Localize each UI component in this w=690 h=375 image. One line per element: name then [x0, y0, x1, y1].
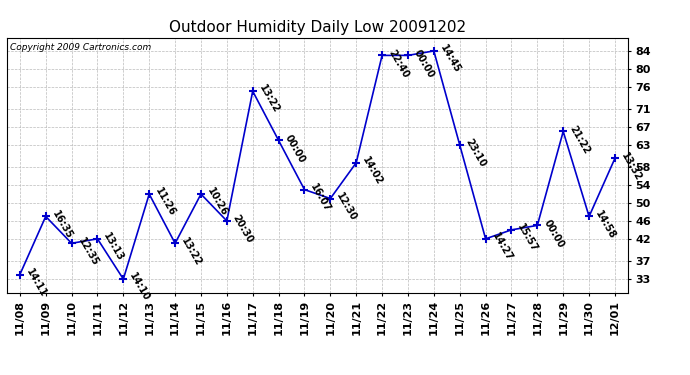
- Text: 13:22: 13:22: [257, 83, 281, 115]
- Text: 13:22: 13:22: [179, 236, 204, 267]
- Text: 14:58: 14:58: [593, 209, 618, 241]
- Text: 22:40: 22:40: [386, 48, 411, 80]
- Text: 12:35: 12:35: [76, 236, 100, 267]
- Text: Copyright 2009 Cartronics.com: Copyright 2009 Cartronics.com: [10, 43, 151, 52]
- Text: 14:45: 14:45: [438, 43, 462, 75]
- Text: 14:10: 14:10: [128, 271, 152, 303]
- Text: 23:10: 23:10: [464, 137, 488, 169]
- Text: 20:30: 20:30: [231, 213, 255, 245]
- Text: 00:00: 00:00: [412, 48, 436, 80]
- Title: Outdoor Humidity Daily Low 20091202: Outdoor Humidity Daily Low 20091202: [169, 20, 466, 35]
- Text: 13:32: 13:32: [619, 150, 643, 182]
- Text: 16:07: 16:07: [308, 182, 333, 214]
- Text: 15:57: 15:57: [515, 222, 540, 254]
- Text: 21:22: 21:22: [567, 124, 591, 156]
- Text: 12:30: 12:30: [335, 191, 359, 223]
- Text: 00:00: 00:00: [283, 133, 307, 165]
- Text: 11:26: 11:26: [153, 186, 177, 218]
- Text: 16:35: 16:35: [50, 209, 74, 240]
- Text: 14:11: 14:11: [24, 267, 48, 298]
- Text: 14:02: 14:02: [360, 155, 384, 187]
- Text: 10:26: 10:26: [205, 186, 229, 218]
- Text: 00:00: 00:00: [542, 217, 566, 249]
- Text: 14:27: 14:27: [490, 231, 514, 263]
- Text: 13:13: 13:13: [101, 231, 126, 263]
